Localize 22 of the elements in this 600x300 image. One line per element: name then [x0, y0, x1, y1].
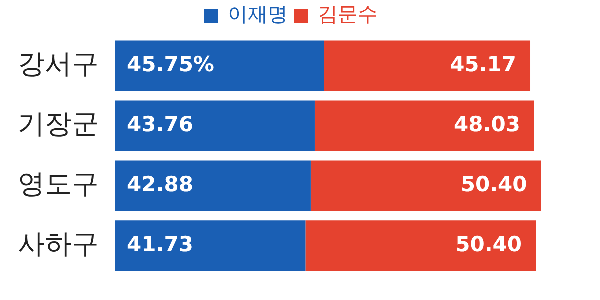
- data-label: 50.40: [460, 172, 528, 196]
- data-label: 45.75%: [127, 52, 214, 76]
- data-label: 48.03: [454, 112, 520, 136]
- bar: [324, 40, 531, 92]
- bar: [314, 100, 534, 152]
- y-tick-label: 강서구: [18, 48, 99, 80]
- bar: [115, 100, 315, 152]
- legend-label: 이재명: [228, 2, 288, 26]
- y-tick-label: 기장군: [18, 108, 99, 140]
- data-label: 50.40: [456, 232, 522, 256]
- legend-label: 김문수: [318, 2, 378, 26]
- bar: [306, 220, 536, 272]
- bar: [115, 160, 311, 212]
- data-label: 45.17: [450, 52, 517, 76]
- y-tick-label: 사하구: [18, 228, 99, 260]
- data-label: 43.76: [127, 112, 194, 136]
- bar: [310, 160, 542, 212]
- y-tick-label: 영도구: [18, 168, 99, 200]
- bar: [115, 40, 324, 92]
- data-label: 42.88: [127, 172, 194, 196]
- bar: [115, 220, 306, 272]
- data-label: 41.73: [127, 232, 194, 256]
